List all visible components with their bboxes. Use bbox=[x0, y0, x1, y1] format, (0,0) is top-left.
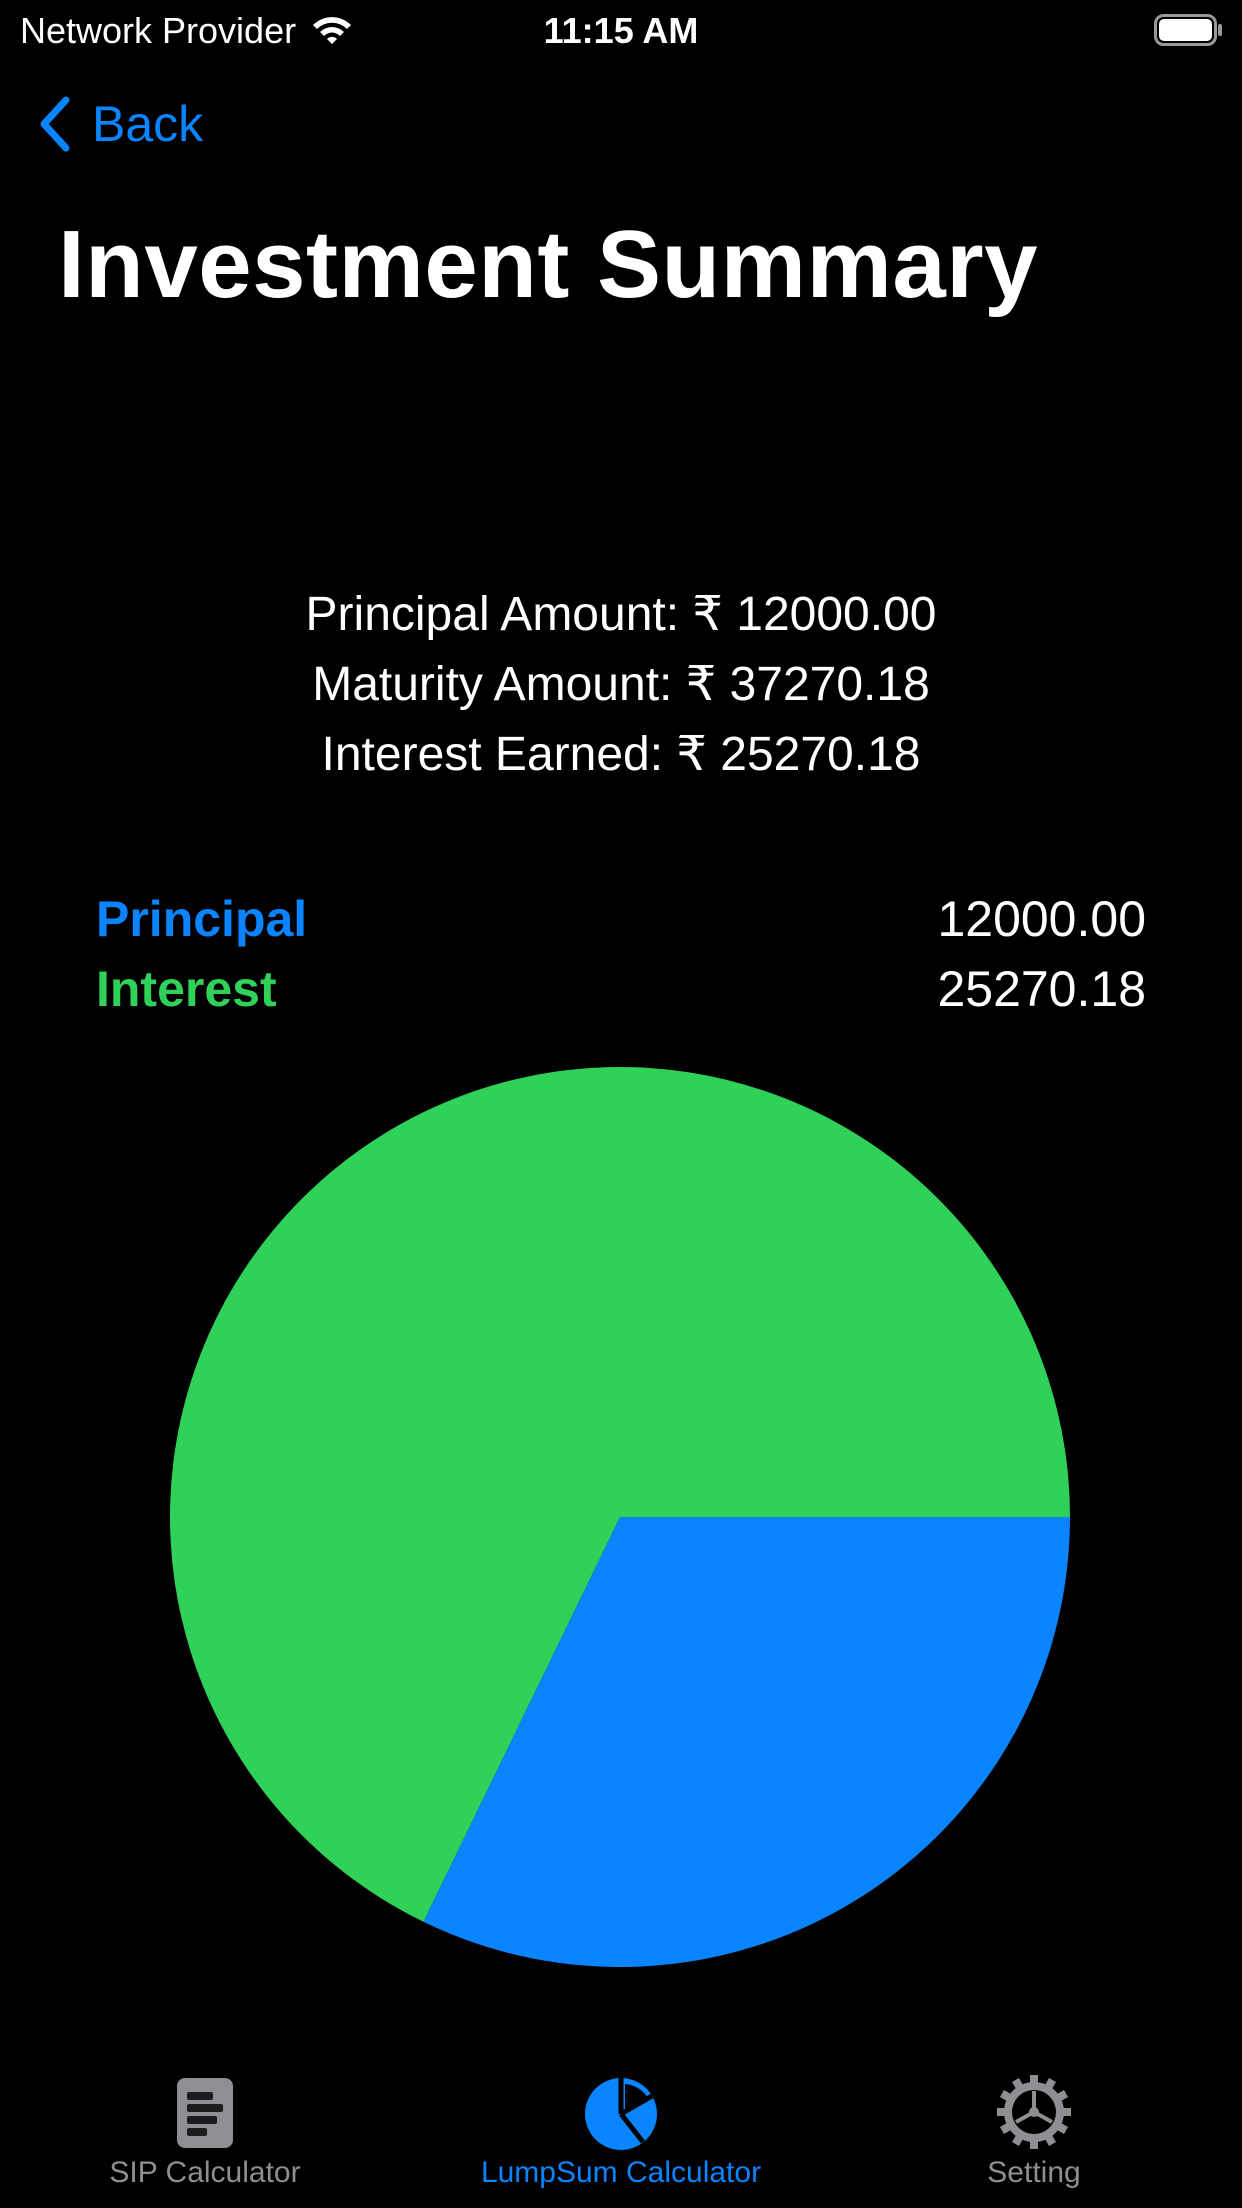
pie-chart-icon bbox=[585, 2078, 657, 2150]
principal-amount-text: Principal Amount: ₹ 12000.00 bbox=[305, 588, 937, 641]
tab-sip-calculator[interactable]: SIP Calculator bbox=[35, 2058, 375, 2190]
tab-label-sip: SIP Calculator bbox=[109, 2156, 301, 2189]
battery-icon bbox=[1154, 14, 1222, 46]
back-label: Back bbox=[92, 96, 204, 152]
tab-setting[interactable]: Setting bbox=[864, 2058, 1204, 2190]
legend-label-principal: Principal bbox=[96, 891, 308, 947]
legend-row-principal: Principal 12000.00 bbox=[96, 884, 1146, 954]
summary-block: Principal Amount: ₹ 12000.00 Maturity Am… bbox=[0, 580, 1242, 790]
legend-row-interest: Interest 25270.18 bbox=[96, 954, 1146, 1024]
carrier-group: Network Provider bbox=[20, 10, 354, 52]
tab-label-lumpsum: LumpSum Calculator bbox=[480, 2156, 762, 2189]
interest-earned-text: Interest Earned: ₹ 25270.18 bbox=[321, 728, 921, 781]
pie-slice-principal bbox=[423, 1517, 1070, 1967]
pie-chart bbox=[170, 1067, 1070, 1967]
tab-lumpsum-calculator[interactable]: LumpSum Calculator bbox=[451, 2058, 791, 2190]
gear-icon bbox=[997, 2075, 1071, 2149]
tab-label-setting: Setting bbox=[987, 2156, 1081, 2189]
wifi-icon bbox=[313, 17, 352, 44]
back-button[interactable]: Back bbox=[36, 94, 203, 154]
carrier-name: Network Provider bbox=[20, 10, 297, 51]
status-bar: Network Provider 11:15 AM bbox=[0, 0, 1242, 62]
chart-legend: Principal 12000.00 Interest 25270.18 bbox=[96, 884, 1146, 1024]
maturity-amount-text: Maturity Amount: ₹ 37270.18 bbox=[312, 658, 930, 711]
document-icon bbox=[177, 2078, 233, 2148]
page-title: Investment Summary bbox=[58, 211, 1039, 318]
legend-value-interest: 25270.18 bbox=[937, 961, 1146, 1017]
chevron-left-icon bbox=[40, 96, 70, 152]
status-time: 11:15 AM bbox=[543, 10, 699, 51]
pie-slice-interest bbox=[170, 1067, 1070, 1922]
tab-bar: SIP Calculator LumpSum Calculator Settin… bbox=[0, 2058, 1242, 2208]
legend-value-principal: 12000.00 bbox=[937, 891, 1146, 947]
legend-label-interest: Interest bbox=[96, 961, 277, 1017]
